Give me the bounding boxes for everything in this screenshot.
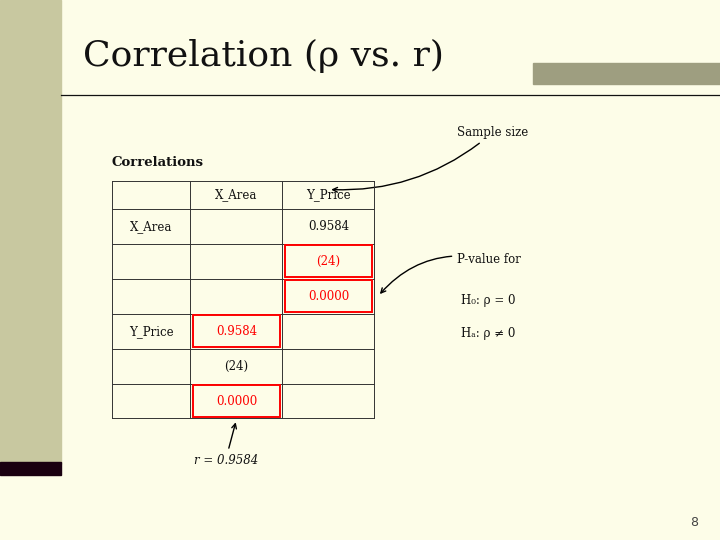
Text: Y_Price: Y_Price xyxy=(129,325,174,338)
Bar xyxy=(193,385,280,417)
Text: r = 0.9584: r = 0.9584 xyxy=(194,424,258,467)
Text: Correlations: Correlations xyxy=(112,156,204,169)
Text: X_Area: X_Area xyxy=(130,220,172,233)
Text: P-value for: P-value for xyxy=(381,253,521,293)
Bar xyxy=(284,245,372,277)
Text: Hₐ: ρ ≠ 0: Hₐ: ρ ≠ 0 xyxy=(461,327,516,340)
Text: 0.9584: 0.9584 xyxy=(216,325,257,338)
Text: X_Area: X_Area xyxy=(215,188,258,201)
Bar xyxy=(533,63,720,84)
Text: Y_Price: Y_Price xyxy=(306,188,351,201)
Text: 8: 8 xyxy=(690,516,698,529)
Text: 0.9584: 0.9584 xyxy=(308,220,349,233)
Text: H₀: ρ = 0: H₀: ρ = 0 xyxy=(461,294,516,307)
Text: 0.0000: 0.0000 xyxy=(307,289,349,303)
Text: Correlation (ρ vs. r): Correlation (ρ vs. r) xyxy=(83,39,444,73)
Bar xyxy=(0,0,61,464)
Bar xyxy=(0,462,61,475)
Bar xyxy=(193,315,280,347)
Text: (24): (24) xyxy=(225,360,248,373)
Bar xyxy=(284,280,372,312)
Text: (24): (24) xyxy=(316,255,341,268)
Text: Sample size: Sample size xyxy=(333,126,528,192)
Text: 0.0000: 0.0000 xyxy=(216,395,257,408)
